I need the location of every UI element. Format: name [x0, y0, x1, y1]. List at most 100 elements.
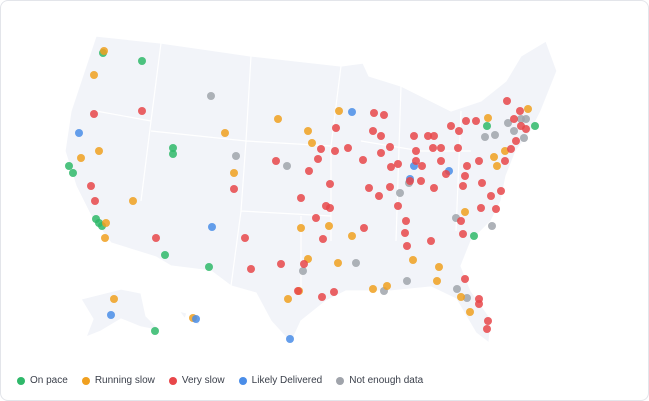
- location-dot[interactable]: [101, 234, 109, 242]
- location-dot[interactable]: [100, 47, 108, 55]
- location-dot[interactable]: [501, 157, 509, 165]
- legend-item[interactable]: Running slow: [81, 375, 155, 386]
- location-dot[interactable]: [161, 251, 169, 259]
- location-dot[interactable]: [531, 122, 539, 130]
- location-dot[interactable]: [152, 234, 160, 242]
- location-dot[interactable]: [272, 157, 280, 165]
- location-dot[interactable]: [241, 234, 249, 242]
- location-dot[interactable]: [77, 154, 85, 162]
- location-dot[interactable]: [484, 317, 492, 325]
- location-dot[interactable]: [472, 117, 480, 125]
- location-dot[interactable]: [318, 293, 326, 301]
- location-dot[interactable]: [491, 131, 499, 139]
- location-dot[interactable]: [380, 111, 388, 119]
- location-dot[interactable]: [334, 259, 342, 267]
- location-dot[interactable]: [377, 132, 385, 140]
- location-dot[interactable]: [522, 115, 530, 123]
- location-dot[interactable]: [481, 133, 489, 141]
- legend-item[interactable]: Likely Delivered: [238, 375, 322, 386]
- location-dot[interactable]: [461, 275, 469, 283]
- location-dot[interactable]: [370, 109, 378, 117]
- location-dot[interactable]: [483, 122, 491, 130]
- location-dot[interactable]: [478, 179, 486, 187]
- location-dot[interactable]: [369, 127, 377, 135]
- location-dot[interactable]: [394, 160, 402, 168]
- location-dot[interactable]: [412, 147, 420, 155]
- location-dot[interactable]: [335, 107, 343, 115]
- location-dot[interactable]: [524, 105, 532, 113]
- location-dot[interactable]: [396, 189, 404, 197]
- location-dot[interactable]: [192, 315, 200, 323]
- location-dot[interactable]: [286, 335, 294, 343]
- location-dot[interactable]: [410, 132, 418, 140]
- location-dot[interactable]: [462, 117, 470, 125]
- location-dot[interactable]: [488, 222, 496, 230]
- location-dot[interactable]: [492, 205, 500, 213]
- location-dot[interactable]: [169, 150, 177, 158]
- location-dot[interactable]: [470, 232, 478, 240]
- location-dot[interactable]: [504, 119, 512, 127]
- location-dot[interactable]: [417, 177, 425, 185]
- location-dot[interactable]: [512, 137, 520, 145]
- location-dot[interactable]: [308, 139, 316, 147]
- location-dot[interactable]: [403, 242, 411, 250]
- location-dot[interactable]: [418, 162, 426, 170]
- location-dot[interactable]: [386, 183, 394, 191]
- location-dot[interactable]: [424, 132, 432, 140]
- location-dot[interactable]: [463, 294, 471, 302]
- location-dot[interactable]: [129, 197, 137, 205]
- location-dot[interactable]: [394, 202, 402, 210]
- location-dot[interactable]: [497, 187, 505, 195]
- location-dot[interactable]: [406, 177, 414, 185]
- location-dot[interactable]: [412, 157, 420, 165]
- location-dot[interactable]: [455, 127, 463, 135]
- location-dot[interactable]: [490, 153, 498, 161]
- location-dot[interactable]: [352, 259, 360, 267]
- location-dot[interactable]: [90, 71, 98, 79]
- location-dot[interactable]: [304, 127, 312, 135]
- location-dot[interactable]: [463, 162, 471, 170]
- location-dot[interactable]: [377, 149, 385, 157]
- location-dot[interactable]: [284, 295, 292, 303]
- location-dot[interactable]: [110, 295, 118, 303]
- location-dot[interactable]: [230, 169, 238, 177]
- location-dot[interactable]: [522, 125, 530, 133]
- location-dot[interactable]: [277, 260, 285, 268]
- location-dot[interactable]: [151, 327, 159, 335]
- location-dot[interactable]: [484, 114, 492, 122]
- location-dot[interactable]: [483, 325, 491, 333]
- location-dot[interactable]: [510, 115, 518, 123]
- location-dot[interactable]: [95, 147, 103, 155]
- location-dot[interactable]: [507, 145, 515, 153]
- location-dot[interactable]: [91, 197, 99, 205]
- location-dot[interactable]: [274, 115, 282, 123]
- location-dot[interactable]: [510, 127, 518, 135]
- location-dot[interactable]: [409, 256, 417, 264]
- location-dot[interactable]: [427, 237, 435, 245]
- location-dot[interactable]: [437, 157, 445, 165]
- location-dot[interactable]: [457, 293, 465, 301]
- location-dot[interactable]: [65, 162, 73, 170]
- legend-item[interactable]: On pace: [17, 375, 68, 386]
- location-dot[interactable]: [402, 217, 410, 225]
- location-dot[interactable]: [138, 57, 146, 65]
- location-dot[interactable]: [387, 163, 395, 171]
- location-dot[interactable]: [365, 184, 373, 192]
- location-dot[interactable]: [447, 122, 455, 130]
- location-dot[interactable]: [169, 144, 177, 152]
- location-dot[interactable]: [459, 230, 467, 238]
- location-dot[interactable]: [305, 167, 313, 175]
- location-dot[interactable]: [459, 182, 467, 190]
- location-dot[interactable]: [503, 97, 511, 105]
- location-dot[interactable]: [102, 219, 110, 227]
- location-dot[interactable]: [461, 208, 469, 216]
- location-dot[interactable]: [297, 224, 305, 232]
- location-dot[interactable]: [348, 108, 356, 116]
- location-dot[interactable]: [283, 162, 291, 170]
- location-dot[interactable]: [325, 222, 333, 230]
- location-dot[interactable]: [344, 144, 352, 152]
- location-dot[interactable]: [138, 107, 146, 115]
- location-dot[interactable]: [317, 145, 325, 153]
- location-dot[interactable]: [90, 110, 98, 118]
- location-dot[interactable]: [359, 156, 367, 164]
